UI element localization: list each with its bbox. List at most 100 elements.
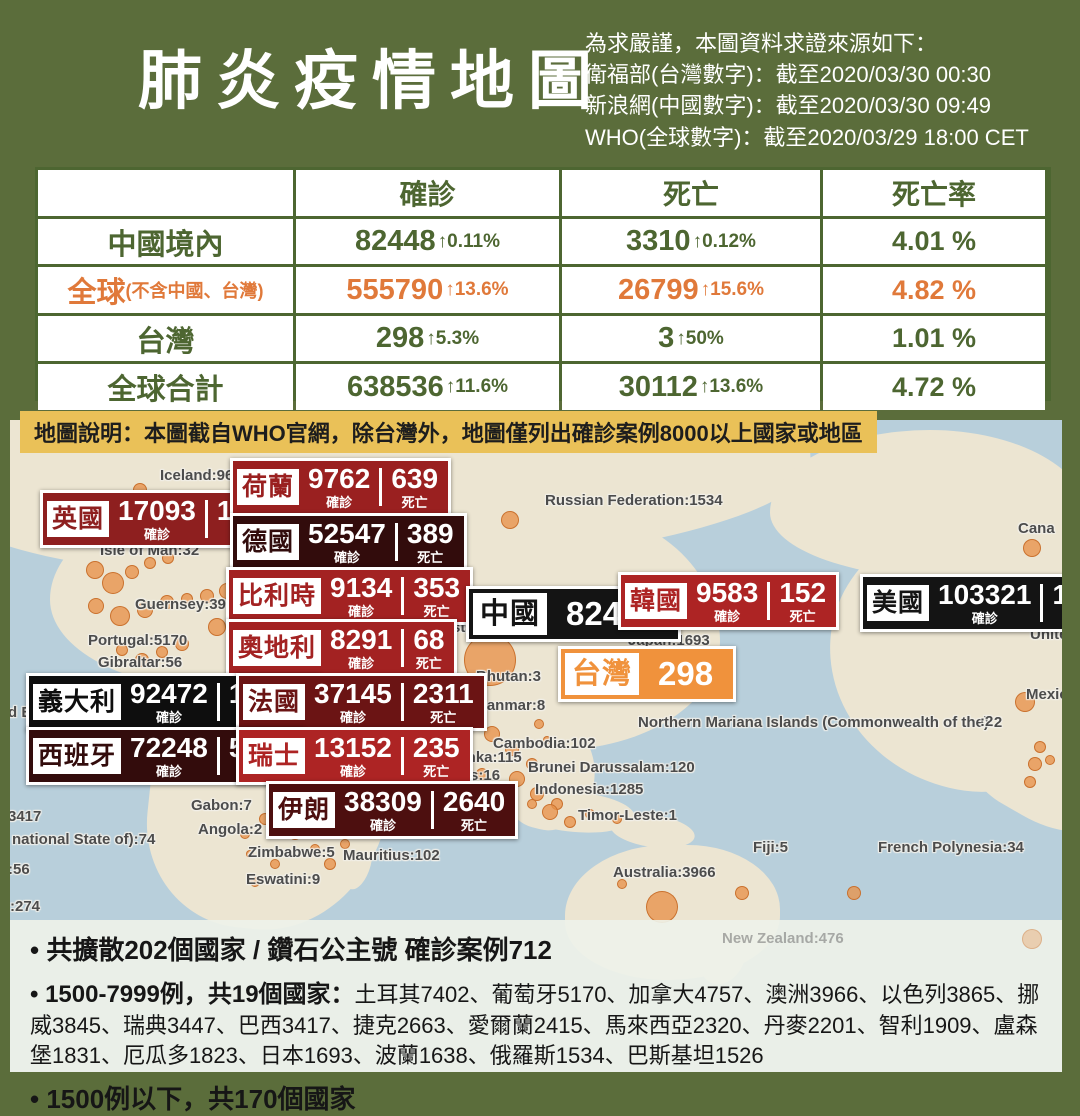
callout-confirmed: 9134 確診	[330, 572, 393, 619]
cell-confirmed: 638536 ↑11.6%	[296, 364, 559, 410]
footer-line-low-countries: • 1500例以下，共170個國家	[30, 1084, 356, 1115]
map-label: Russian Federation:1534	[545, 492, 723, 509]
callout-瑞士: 瑞士 13152 確診 235 死亡	[236, 727, 473, 785]
source-line: 為求嚴謹，本圖資料求證來源如下：	[585, 31, 938, 56]
callout-confirmed: 103321 確診	[938, 579, 1032, 626]
map-label: Cambodia:102	[493, 735, 596, 752]
cell-deaths: 26799 ↑15.6%	[562, 267, 820, 313]
callout-美國: 美國103321確診1668死亡	[860, 574, 1062, 632]
callout-confirmed-value: 103321	[938, 579, 1032, 610]
case-dot	[542, 804, 558, 820]
callout-confirmed: 37145 確診	[314, 678, 392, 725]
callout-deaths-value: 2311	[412, 678, 474, 709]
callout-country-name: 義大利	[33, 683, 122, 721]
callout-confirmed-value: 52547	[308, 518, 386, 549]
column-header-death-rate: 死亡率	[823, 170, 1045, 216]
callout-confirmed: 9762 確診	[308, 463, 371, 510]
cell-confirmed: 298 ↑5.3%	[296, 316, 559, 361]
case-dot	[240, 829, 250, 839]
case-dot	[1028, 757, 1042, 771]
callout-deaths-caption: 死亡	[423, 764, 450, 779]
callout-confirmed-value: 37145	[314, 678, 392, 709]
map-label: Angola:2	[198, 821, 263, 838]
callout-separator	[216, 737, 220, 775]
callout-separator	[204, 500, 208, 538]
new-zealand-dot	[1022, 929, 1042, 949]
row-label-global-excl: 全球 (不含中國、台灣)	[38, 267, 293, 313]
callout-deaths-caption: 死亡	[789, 609, 816, 624]
callout-confirmed-value: 13152	[314, 732, 392, 763]
case-dot	[310, 844, 320, 854]
case-dot	[476, 768, 488, 780]
cell-deaths: 3310 ↑0.12%	[562, 219, 820, 264]
case-dot	[162, 552, 174, 564]
column-header-deaths: 死亡	[562, 170, 820, 216]
case-dot	[181, 593, 193, 605]
map-label: Cana	[1018, 520, 1055, 537]
callout-separator	[400, 737, 404, 775]
poster: { "palette":{"olive":"#5b6d3b","table_gr…	[10, 31, 1062, 1115]
case-dot	[617, 879, 627, 889]
map-label: :56	[10, 861, 30, 878]
case-dot	[1023, 539, 1041, 557]
callout-伊朗: 伊朗 38309 確診 2640 死亡	[266, 781, 519, 839]
callout-separator	[401, 629, 405, 667]
map-label: 3417	[10, 808, 42, 825]
map-label: Guernsey:39	[135, 596, 226, 613]
case-dot	[86, 561, 104, 579]
callout-德國: 德國 52547 確診 389 死亡	[230, 513, 467, 571]
map-label: Eswatini:9	[246, 871, 321, 888]
callout-比利時: 比利時 9134 確診 353 死亡	[226, 567, 474, 625]
footer-mid-countries-list: 土耳其7402、葡萄牙5170、加拿大4757、澳洲3966、以色列3865、挪…	[30, 982, 1040, 1068]
case-dot	[1024, 776, 1036, 788]
map-label: :2	[980, 713, 994, 730]
map-label: Timor-Leste:1	[578, 807, 677, 824]
case-dot	[505, 742, 519, 756]
map-label-new-zealand: New Zealand:476	[722, 930, 844, 947]
cell-death-rate: 4.82 %	[823, 267, 1045, 313]
case-dot	[110, 606, 130, 626]
map-label: Indonesia:1285	[535, 781, 644, 798]
cell-death-rate: 4.72 %	[823, 364, 1045, 410]
column-header-confirmed: 確診	[296, 170, 559, 216]
case-dot	[137, 602, 153, 618]
map-label: Gibraltar:56	[98, 654, 183, 671]
case-dot	[208, 618, 226, 636]
callout-deaths-value: 68	[413, 624, 445, 655]
callout-confirmed-caption: 確診	[348, 604, 375, 619]
footer-mid-countries-header: • 1500-7999例，共19個國家：	[30, 981, 355, 1008]
callout-deaths: 1668死亡	[1052, 581, 1062, 625]
callout-separator	[767, 582, 771, 620]
callout-deaths-value: 1668	[1052, 579, 1062, 610]
map-label: Brunei Darussalam:120	[528, 759, 695, 776]
callout-confirmed: 13152 確診	[314, 732, 392, 779]
case-dot	[1045, 755, 1055, 765]
row-label-china: 中國境內	[38, 219, 293, 264]
callout-deaths: 235 死亡	[413, 734, 460, 779]
footer-line-mid-countries: • 1500-7999例，共19個國家：土耳其7402、葡萄牙5170、加拿大4…	[30, 979, 1042, 1070]
case-dot	[156, 646, 168, 658]
cell-confirmed: 555790 ↑13.6%	[296, 267, 559, 313]
callout-confirmed-value: 72248	[130, 732, 208, 763]
callout-separator	[216, 683, 220, 721]
callout-country-name: 台灣	[565, 653, 640, 696]
cell-death-rate: 4.01 %	[823, 219, 1045, 264]
callout-confirmed-caption: 確診	[348, 656, 375, 671]
callout-deaths-value: 639	[391, 463, 439, 494]
callout-separator	[401, 577, 405, 615]
callout-country-name: 西班牙	[33, 737, 122, 775]
callout-confirmed: 17093 確診	[118, 497, 196, 542]
callout-deaths-caption: 死亡	[417, 550, 444, 565]
map-label: Northern Mariana Islands (Commonwealth o…	[638, 714, 1003, 731]
map-label: Fiji:5	[753, 839, 789, 856]
callout-confirmed: 8291 確診	[330, 624, 393, 671]
callout-confirmed-value: 9762	[308, 463, 371, 494]
callout-confirmed-caption: 確診	[339, 764, 366, 779]
callout-confirmed-value: 8291	[330, 624, 393, 655]
callout-deaths: 2640 死亡	[443, 788, 505, 833]
callout-deaths-caption: 死亡	[415, 656, 442, 671]
callout-deaths: 68 死亡	[413, 624, 445, 671]
callout-confirmed-value: 9134	[330, 572, 393, 603]
callout-confirmed-caption: 確診	[143, 527, 170, 542]
map-note: 地圖說明：本圖截自WHO官網，除台灣外，地圖僅列出確診案例8000以上國家或地區	[20, 411, 877, 453]
